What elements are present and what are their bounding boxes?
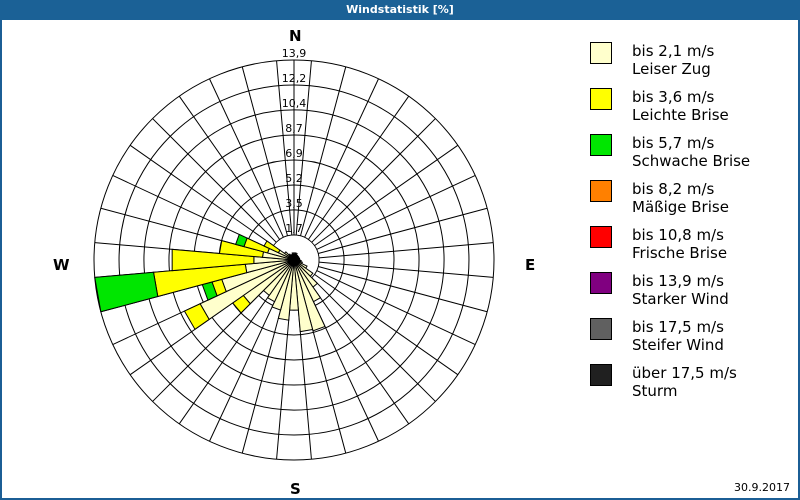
legend-swatch: [590, 42, 612, 64]
wind-sector-bar: [263, 240, 281, 254]
legend-swatch: [590, 364, 612, 386]
ring-label: 10,4: [282, 97, 307, 110]
chart-title: Windstatistik [%]: [0, 0, 800, 20]
ring-label: 8,7: [285, 122, 303, 135]
ring-label: 5,2: [285, 172, 303, 185]
ring-label: 12,2: [282, 72, 307, 85]
legend-range: bis 8,2 m/s: [632, 180, 715, 198]
grid-spoke: [152, 118, 277, 243]
legend-swatch: [590, 88, 612, 110]
grid-spoke: [318, 207, 488, 255]
legend-range: bis 3,6 m/s: [632, 88, 715, 106]
grid-spoke: [314, 144, 459, 247]
grid-spoke: [304, 78, 379, 238]
wind-sector-bar: [171, 248, 255, 272]
legend-label: Sturm: [632, 382, 678, 400]
legend-swatch: [590, 318, 612, 340]
legend-swatch: [590, 226, 612, 248]
legend-label: Schwache Brise: [632, 152, 751, 170]
compass-east-label: E: [525, 256, 536, 274]
compass-north-label: N: [289, 27, 302, 45]
legend-label: Starker Wind: [632, 290, 729, 308]
legend-range: bis 17,5 m/s: [632, 318, 724, 336]
legend-swatch: [590, 134, 612, 156]
center-dot: [288, 254, 300, 266]
legend-range: bis 13,9 m/s: [632, 272, 724, 290]
legend-label: Leichte Brise: [632, 106, 729, 124]
wind-rose: 1,7 3,5 5,2 6,9 8,7 10,4 12,2 13,9: [93, 47, 495, 461]
legend-label: Mäßige Brise: [632, 198, 729, 216]
grid-spoke: [316, 175, 476, 250]
grid-spoke: [209, 282, 284, 442]
grid-spoke: [318, 242, 494, 259]
compass-west-label: W: [53, 256, 70, 274]
legend-range: bis 2,1 m/s: [632, 42, 715, 60]
legend-range: über 17,5 m/s: [632, 364, 737, 382]
compass-south-label: S: [290, 480, 301, 498]
grid-spoke: [276, 60, 293, 236]
wind-sector-bar: [183, 303, 210, 331]
wind-sector-bar: [94, 271, 159, 313]
legend-range: bis 5,7 m/s: [632, 134, 715, 152]
legend-swatch: [590, 180, 612, 202]
legend-label: Steifer Wind: [632, 336, 724, 354]
legend-label: Leiser Zug: [632, 60, 711, 78]
ring-label: 6,9: [285, 147, 303, 160]
date-label: 30.9.2017: [734, 481, 790, 494]
grid-spoke: [209, 78, 284, 238]
wind-sector-bar: [234, 233, 248, 248]
grid-spoke: [307, 95, 410, 240]
grid-spoke: [295, 60, 312, 236]
legend-swatch: [590, 272, 612, 294]
grid-spoke: [311, 118, 436, 243]
grid-spoke: [241, 66, 289, 236]
grid-spoke: [307, 280, 410, 425]
grid-spoke: [178, 95, 281, 240]
grid-spoke: [316, 270, 476, 345]
ring-label: 13,9: [282, 47, 307, 60]
grid-spoke: [318, 261, 494, 278]
legend-range: bis 10,8 m/s: [632, 226, 724, 244]
ring-label: 3,5: [285, 197, 303, 210]
grid-spoke: [318, 265, 488, 313]
grid-spoke: [129, 144, 274, 247]
grid-spoke: [314, 273, 459, 376]
legend-label: Frische Brise: [632, 244, 728, 262]
ring-label: 1,7: [285, 222, 303, 235]
grid-spoke: [178, 280, 281, 425]
wind-sector-bar: [218, 240, 264, 258]
grid-spoke: [299, 66, 347, 236]
grid-spoke: [311, 277, 436, 402]
